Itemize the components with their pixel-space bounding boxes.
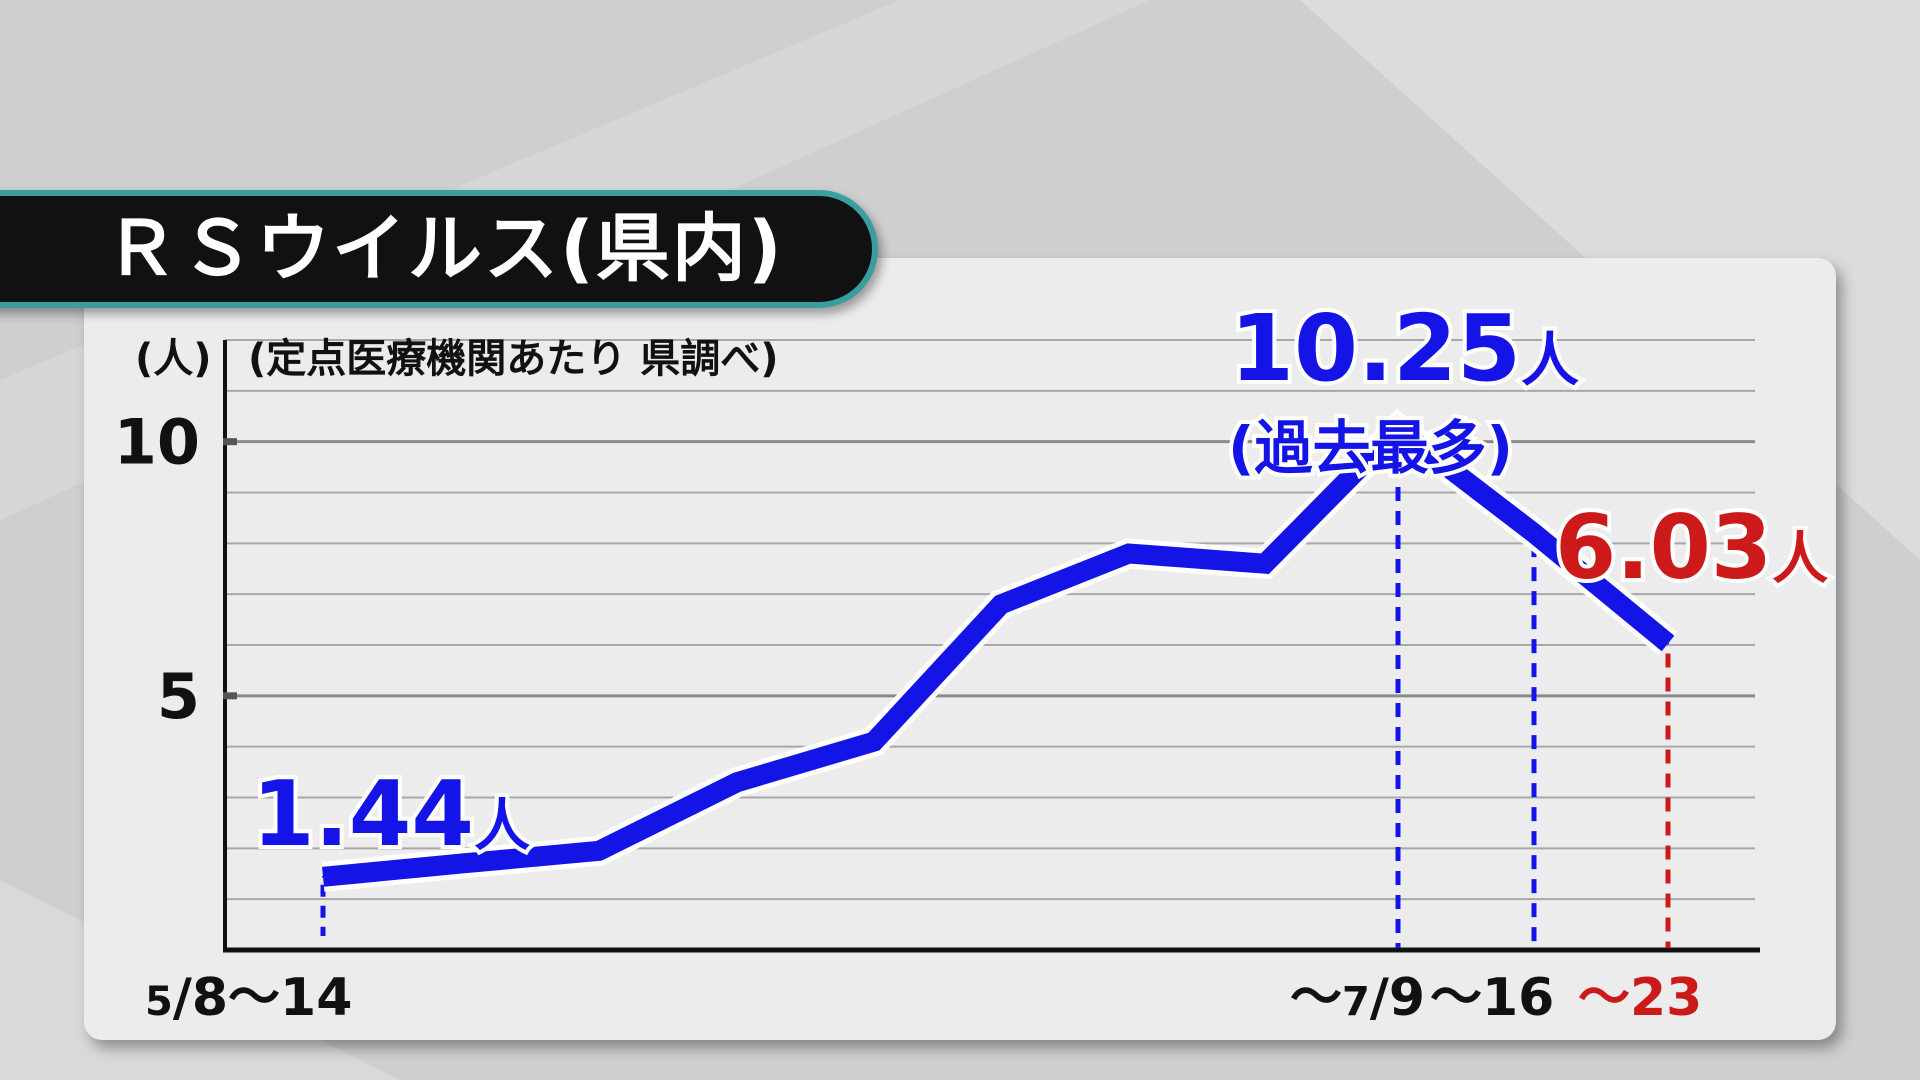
data-point (1128, 552, 1130, 555)
x-label-end: 〜7/9 (1290, 968, 1425, 1028)
value-annotations: 1.44人 10.25人 (過去最多) 6.03人 (248, 291, 1832, 871)
source-note: (定点医療機関あたり 県調べ) (248, 336, 779, 382)
data-point (460, 862, 462, 865)
chart-title: ＲＳウイルス(県内) (104, 206, 784, 292)
y-tick-label: 10 (114, 406, 200, 479)
y-axis-unit: (人) (135, 336, 212, 382)
drop-lines (320, 438, 1671, 948)
x-label-start: 5/8〜14 (145, 968, 352, 1028)
y-tick-label: 5 (157, 660, 200, 733)
series-line (321, 409, 1678, 892)
data-point (322, 875, 324, 878)
data-point (873, 740, 875, 743)
value-label: 6.03人 (1555, 496, 1828, 599)
data-point (1000, 603, 1002, 606)
x-label-end: 〜23 (1578, 968, 1702, 1028)
x-label-end: 〜16 (1430, 968, 1554, 1028)
data-point (1667, 642, 1669, 645)
value-label: 1.44人 (252, 762, 530, 867)
data-point (598, 849, 600, 852)
data-point (1533, 532, 1535, 535)
value-label: 10.25人 (1230, 295, 1579, 402)
data-point (1264, 562, 1266, 565)
data-point (736, 781, 738, 784)
y-tick-labels: 5 10 (114, 406, 237, 733)
x-axis-labels: 5/8〜14 〜7/9 〜16 〜23 (145, 968, 1702, 1028)
value-sublabel: (過去最多) (1228, 414, 1513, 482)
data-point (1397, 427, 1399, 430)
title-bar: ＲＳウイルス(県内) (0, 190, 878, 308)
